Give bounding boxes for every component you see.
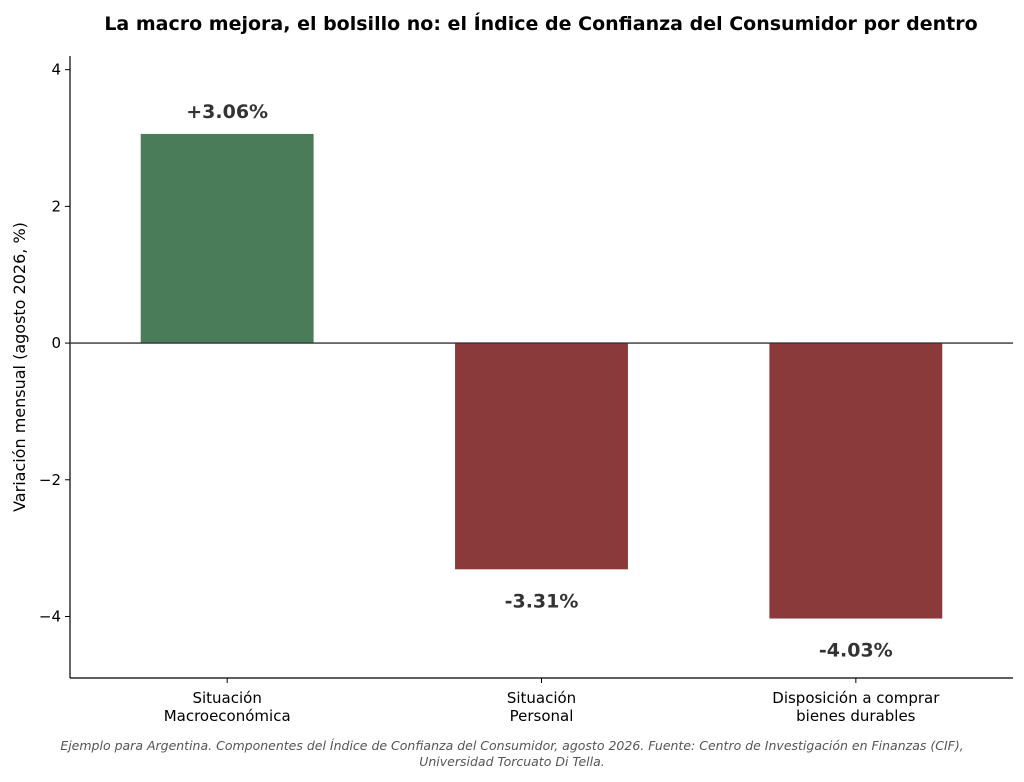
bar-value-label: -4.03% [819,640,893,662]
footnote-line-1: Ejemplo para Argentina. Componentes del … [60,738,964,753]
x-tick-label: Macroeconómica [164,707,291,725]
y-tick-label: 0 [51,334,61,352]
bar [455,343,628,570]
x-tick-label: Situación [192,689,261,707]
y-tick-label: −2 [39,471,61,489]
y-tick-label: 2 [51,197,61,215]
footnote: Ejemplo para Argentina. Componentes del … [0,738,1024,770]
bar-value-label: +3.06% [186,101,268,123]
plot-area: 420−2−4+3.06%SituaciónMacroeconómica-3.3… [39,56,1013,725]
y-axis-label: Variación mensual (agosto 2026, %) [10,222,29,512]
chart-title: La macro mejora, el bolsillo no: el Índi… [104,12,977,35]
bar-value-label: -3.31% [505,590,579,612]
x-tick-label: Disposición a comprar [772,689,940,707]
chart: La macro mejora, el bolsillo no: el Índi… [10,12,1013,725]
y-tick-label: 4 [51,61,61,79]
y-tick-label: −4 [39,607,61,625]
x-tick-label: Personal [510,707,574,725]
bar [140,133,314,344]
x-tick-label: Situación [507,689,576,707]
footnote-line-2: Universidad Torcuato Di Tella. [419,754,605,769]
x-tick-label: bienes durables [796,707,916,725]
bar [769,343,943,619]
